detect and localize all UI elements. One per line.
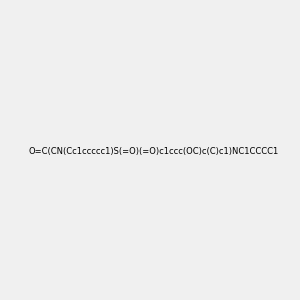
- Text: O=C(CN(Cc1ccccc1)S(=O)(=O)c1ccc(OC)c(C)c1)NC1CCCC1: O=C(CN(Cc1ccccc1)S(=O)(=O)c1ccc(OC)c(C)c…: [28, 147, 279, 156]
